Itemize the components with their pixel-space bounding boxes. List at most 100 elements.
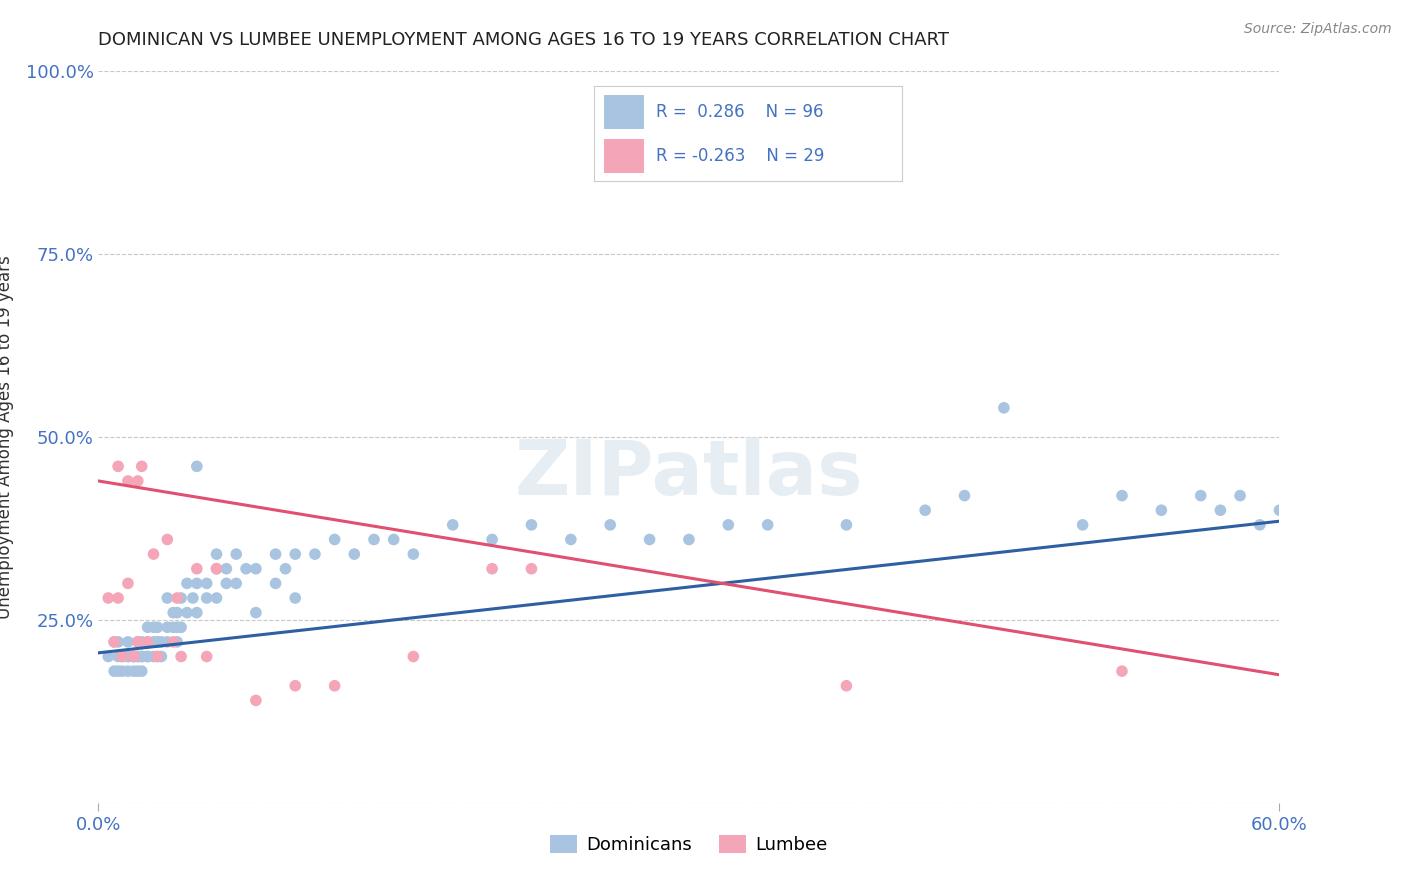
Point bbox=[638, 533, 661, 547]
Point bbox=[162, 606, 184, 620]
Point bbox=[176, 606, 198, 620]
Point bbox=[107, 649, 129, 664]
Point bbox=[560, 533, 582, 547]
Point bbox=[186, 576, 208, 591]
Point bbox=[205, 562, 228, 576]
Point bbox=[156, 533, 179, 547]
Text: DOMINICAN VS LUMBEE UNEMPLOYMENT AMONG AGES 16 TO 19 YEARS CORRELATION CHART: DOMINICAN VS LUMBEE UNEMPLOYMENT AMONG A… bbox=[98, 31, 949, 49]
Point bbox=[122, 649, 145, 664]
Point bbox=[235, 562, 257, 576]
Point bbox=[195, 649, 218, 664]
Point bbox=[1150, 503, 1173, 517]
Point bbox=[166, 620, 188, 634]
Point bbox=[284, 547, 307, 561]
Point bbox=[150, 635, 173, 649]
Point bbox=[131, 459, 153, 474]
Point bbox=[304, 547, 326, 561]
Point bbox=[274, 562, 297, 576]
Point bbox=[1209, 503, 1232, 517]
Point bbox=[205, 547, 228, 561]
Point bbox=[993, 401, 1015, 415]
Point bbox=[146, 649, 169, 664]
Point bbox=[186, 459, 208, 474]
Point bbox=[117, 576, 139, 591]
Point bbox=[1189, 489, 1212, 503]
Point bbox=[323, 679, 346, 693]
Point bbox=[835, 517, 858, 532]
Point bbox=[599, 517, 621, 532]
Point bbox=[136, 649, 159, 664]
Point bbox=[284, 679, 307, 693]
Point bbox=[1111, 489, 1133, 503]
Point bbox=[186, 606, 208, 620]
Point bbox=[756, 517, 779, 532]
Point bbox=[117, 635, 139, 649]
Point bbox=[170, 591, 193, 605]
Point bbox=[127, 635, 149, 649]
Point bbox=[176, 576, 198, 591]
Point bbox=[146, 635, 169, 649]
Point bbox=[131, 664, 153, 678]
Point bbox=[914, 503, 936, 517]
Point bbox=[162, 620, 184, 634]
Point bbox=[131, 649, 153, 664]
Point bbox=[481, 533, 503, 547]
Point bbox=[107, 591, 129, 605]
Point bbox=[205, 562, 228, 576]
Point bbox=[382, 533, 405, 547]
Point bbox=[225, 547, 247, 561]
Point bbox=[103, 635, 125, 649]
Point bbox=[127, 664, 149, 678]
Point bbox=[127, 635, 149, 649]
Point bbox=[142, 547, 165, 561]
Point bbox=[402, 547, 425, 561]
Point bbox=[107, 635, 129, 649]
Point bbox=[170, 620, 193, 634]
Point bbox=[156, 591, 179, 605]
Point bbox=[117, 649, 139, 664]
Text: Source: ZipAtlas.com: Source: ZipAtlas.com bbox=[1244, 22, 1392, 37]
Point bbox=[186, 562, 208, 576]
Point bbox=[107, 459, 129, 474]
Point bbox=[678, 533, 700, 547]
Point bbox=[97, 649, 120, 664]
Point bbox=[136, 649, 159, 664]
Point bbox=[111, 649, 134, 664]
Point bbox=[146, 635, 169, 649]
Point bbox=[284, 591, 307, 605]
Point bbox=[127, 649, 149, 664]
Point bbox=[363, 533, 385, 547]
Point bbox=[195, 576, 218, 591]
Point bbox=[136, 620, 159, 634]
Point bbox=[156, 635, 179, 649]
Point bbox=[835, 679, 858, 693]
Point bbox=[205, 591, 228, 605]
Point bbox=[117, 474, 139, 488]
Point bbox=[1268, 503, 1291, 517]
Point bbox=[481, 562, 503, 576]
Point bbox=[150, 649, 173, 664]
Point bbox=[117, 664, 139, 678]
Point bbox=[117, 649, 139, 664]
Point bbox=[1229, 489, 1251, 503]
Point bbox=[97, 591, 120, 605]
Point bbox=[103, 664, 125, 678]
Point bbox=[520, 517, 543, 532]
Point bbox=[111, 664, 134, 678]
Point bbox=[181, 591, 204, 605]
Point bbox=[717, 517, 740, 532]
Point bbox=[122, 649, 145, 664]
Point bbox=[136, 635, 159, 649]
Point bbox=[142, 649, 165, 664]
Point bbox=[156, 620, 179, 634]
Point bbox=[441, 517, 464, 532]
Point bbox=[111, 649, 134, 664]
Point bbox=[264, 547, 287, 561]
Point bbox=[166, 606, 188, 620]
Point bbox=[402, 649, 425, 664]
Text: ZIPatlas: ZIPatlas bbox=[515, 437, 863, 510]
Point bbox=[122, 664, 145, 678]
Point bbox=[107, 664, 129, 678]
Point bbox=[343, 547, 366, 561]
Legend: Dominicans, Lumbee: Dominicans, Lumbee bbox=[546, 830, 832, 860]
